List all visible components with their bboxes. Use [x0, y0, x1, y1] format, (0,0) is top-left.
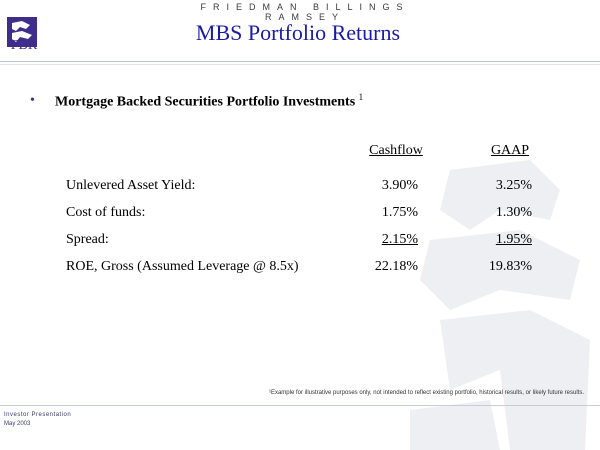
table-row: Spread: 2.15% 1.95% [0, 232, 600, 252]
row-label: Cost of funds: [66, 205, 146, 220]
cashflow-value: 22.18% [374, 259, 418, 274]
row-label: Spread: [66, 232, 109, 247]
section-heading-text: Mortgage Backed Securities Portfolio Inv… [55, 94, 356, 110]
bullet-icon: • [30, 93, 35, 108]
column-header-cashflow: Cashflow [369, 143, 423, 158]
gaap-value: 1.95% [495, 232, 532, 247]
gaap-value: 1.30% [495, 205, 532, 220]
footer-divider [0, 405, 600, 406]
cashflow-value: 3.90% [381, 178, 418, 193]
cashflow-value: 1.75% [381, 205, 418, 220]
column-header-gaap: GAAP [490, 143, 530, 158]
page-title: MBS Portfolio Returns [195, 20, 401, 45]
header-divider-secondary [0, 64, 600, 65]
footnote-marker: 1 [358, 92, 364, 102]
firm-name: FRIEDMAN BILLINGS RAMSEY [200, 2, 410, 22]
row-label: ROE, Gross (Assumed Leverage @ 8.5x) [66, 259, 299, 274]
row-label: Unlevered Asset Yield: [66, 178, 196, 193]
section-heading: Mortgage Backed Securities Portfolio Inv… [55, 92, 363, 111]
gaap-value: 19.83% [488, 259, 532, 274]
footer-presentation-name: Investor Presentation [4, 412, 72, 418]
footer-date: May 2003 [4, 421, 31, 427]
logo-text: FBR [10, 38, 38, 53]
header-divider [0, 61, 600, 62]
footnote: ¹Example for illustrative purposes only,… [268, 390, 584, 396]
table-row: ROE, Gross (Assumed Leverage @ 8.5x) 22.… [0, 259, 600, 279]
cashflow-value: 2.15% [381, 232, 418, 247]
gaap-value: 3.25% [495, 178, 532, 193]
eagle-watermark-icon [410, 160, 590, 450]
table-row: Cost of funds: 1.75% 1.30% [0, 205, 600, 225]
table-row: Unlevered Asset Yield: 3.90% 3.25% [0, 178, 600, 198]
eagle-logo-icon [7, 17, 37, 47]
